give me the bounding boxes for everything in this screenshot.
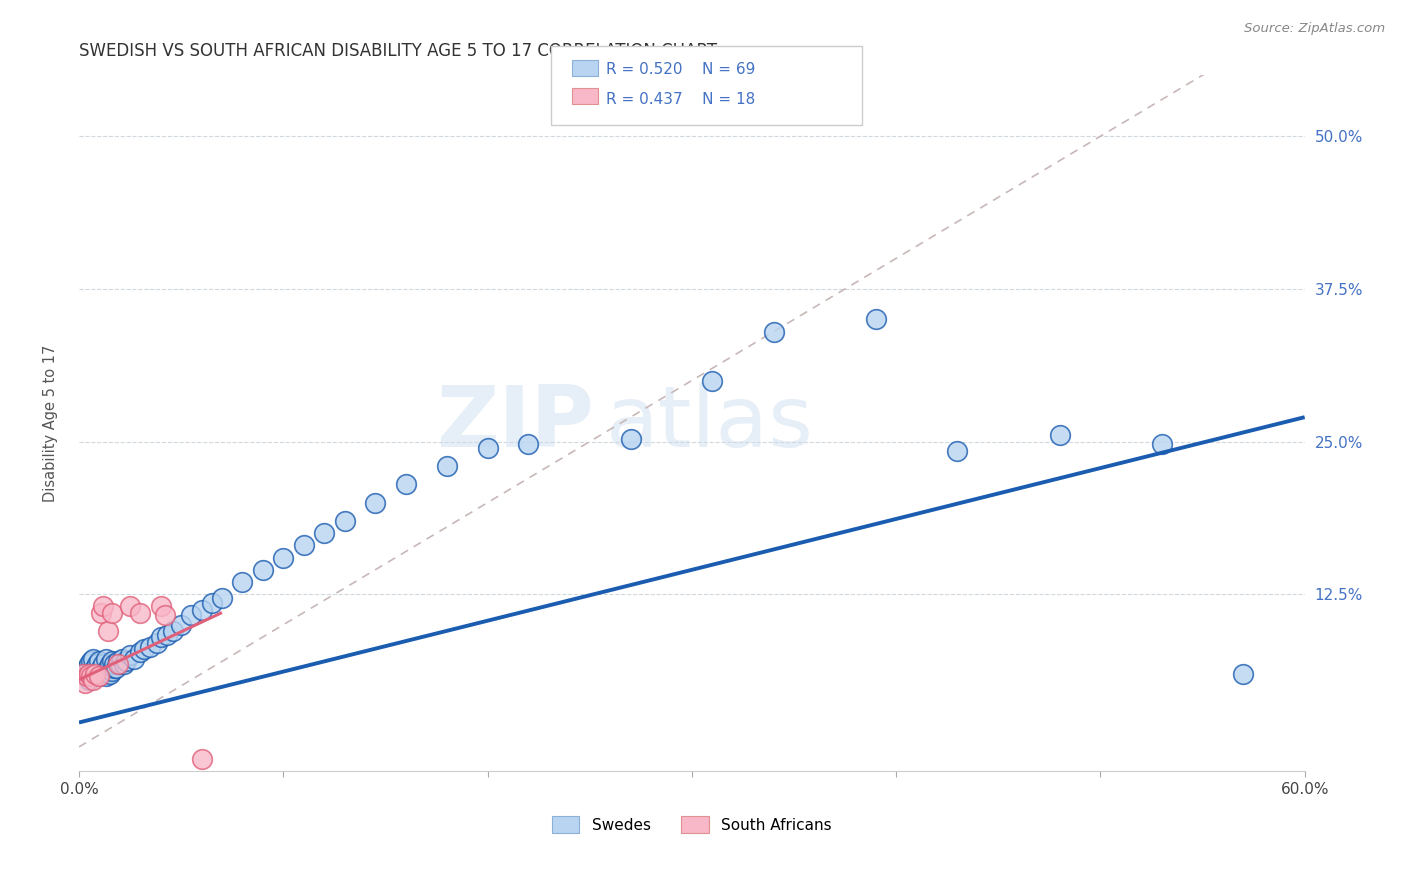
Point: [107, 655, 129, 669]
Point: [145, 636, 167, 650]
Point: [90, 664, 112, 678]
Point: [156, 627, 179, 641]
Point: [75, 676, 97, 690]
Point: [190, 603, 212, 617]
Point: [93, 666, 115, 681]
Point: [76, 669, 98, 683]
Point: [180, 607, 202, 622]
Point: [98, 666, 121, 681]
Point: [76, 669, 98, 683]
Point: [80, 669, 103, 683]
Point: [84, 666, 107, 681]
Text: R = 0.437    N = 18: R = 0.437 N = 18: [606, 92, 755, 107]
Point: [1232, 666, 1254, 681]
Point: [103, 657, 125, 671]
Point: [112, 657, 135, 671]
Point: [89, 669, 111, 683]
Point: [619, 432, 641, 446]
Point: [111, 652, 134, 666]
Point: [96, 660, 118, 674]
Point: [77, 673, 100, 687]
Point: [84, 660, 107, 674]
Point: [134, 642, 156, 657]
Point: [211, 591, 233, 605]
Point: [118, 599, 141, 614]
Point: [292, 538, 315, 552]
Point: [82, 669, 104, 683]
Point: [96, 664, 118, 678]
Point: [865, 312, 887, 326]
Point: [115, 655, 138, 669]
Point: [153, 607, 176, 622]
Point: [90, 660, 112, 674]
Point: [80, 655, 103, 669]
Point: [139, 640, 162, 654]
Point: [252, 563, 274, 577]
Point: [271, 550, 294, 565]
Point: [364, 496, 387, 510]
Point: [190, 752, 212, 766]
Point: [94, 669, 117, 683]
Point: [231, 575, 253, 590]
Point: [72, 666, 94, 681]
Point: [436, 458, 458, 473]
Point: [100, 606, 122, 620]
Point: [702, 374, 724, 388]
Point: [90, 606, 112, 620]
Point: [149, 630, 172, 644]
Text: ZIP: ZIP: [436, 382, 593, 465]
Point: [96, 624, 118, 638]
Point: [82, 673, 104, 687]
Point: [93, 599, 115, 614]
Point: [517, 437, 540, 451]
Y-axis label: Disability Age 5 to 17: Disability Age 5 to 17: [44, 344, 58, 502]
Point: [86, 657, 108, 671]
Point: [82, 652, 104, 666]
Point: [104, 660, 127, 674]
Point: [76, 660, 98, 674]
Point: [333, 514, 356, 528]
Point: [100, 655, 122, 669]
Point: [162, 624, 184, 638]
Point: [89, 669, 111, 683]
Point: [84, 664, 107, 678]
Point: [72, 666, 94, 681]
Point: [946, 444, 969, 458]
Point: [75, 664, 97, 678]
Point: [762, 325, 785, 339]
Point: [314, 526, 336, 541]
Text: Source: ZipAtlas.com: Source: ZipAtlas.com: [1244, 22, 1385, 36]
Point: [149, 599, 172, 614]
Point: [77, 666, 100, 681]
Point: [108, 657, 131, 671]
Point: [103, 660, 125, 674]
Point: [77, 657, 100, 671]
Point: [395, 477, 418, 491]
Point: [107, 657, 129, 671]
Point: [170, 617, 193, 632]
Point: [93, 657, 115, 671]
Point: [89, 655, 111, 669]
Point: [94, 652, 117, 666]
Point: [86, 666, 108, 681]
Point: [129, 645, 152, 659]
Point: [1049, 428, 1071, 442]
Point: [80, 666, 103, 681]
Point: [100, 664, 122, 678]
Point: [201, 596, 224, 610]
Text: atlas: atlas: [606, 382, 814, 465]
Point: [122, 652, 145, 666]
Text: R = 0.520    N = 69: R = 0.520 N = 69: [606, 62, 755, 78]
Text: SWEDISH VS SOUTH AFRICAN DISABILITY AGE 5 TO 17 CORRELATION CHART: SWEDISH VS SOUTH AFRICAN DISABILITY AGE …: [79, 42, 717, 60]
Legend: Swedes, South Africans: Swedes, South Africans: [553, 815, 831, 833]
Point: [129, 606, 152, 620]
Point: [118, 648, 141, 663]
Point: [1150, 437, 1173, 451]
Point: [477, 441, 499, 455]
Point: [98, 657, 121, 671]
